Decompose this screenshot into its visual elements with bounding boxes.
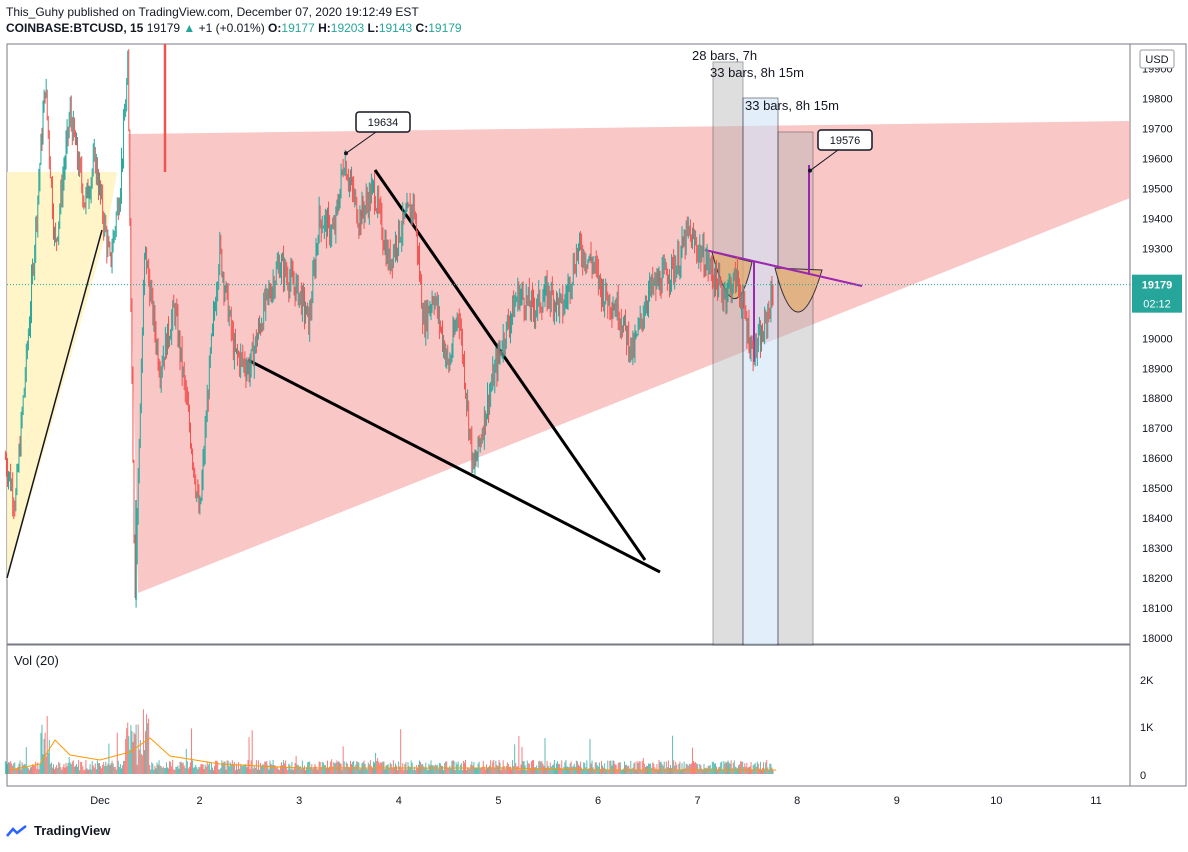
- high-label: H:: [318, 21, 331, 35]
- chart-header: This_Guhy published on TradingView.com, …: [6, 4, 462, 36]
- candles: [4, 44, 774, 608]
- change-value: +1 (+0.01%): [198, 21, 265, 35]
- falling-trendline-upper: [373, 169, 647, 561]
- target-callout-box: [817, 129, 873, 151]
- price-axis[interactable]: 1990019800197001960019500194001930019200…: [7, 49, 1182, 782]
- target-callout-dot: [808, 168, 812, 173]
- cup-left: [711, 251, 753, 299]
- time-tick: 11: [1090, 795, 1101, 807]
- currency-label: USD: [1145, 54, 1168, 66]
- volume-tick: 0: [1140, 770, 1146, 782]
- time-axis[interactable]: Dec 2 3 4 5 6 7 8 9 10 11: [90, 795, 1101, 807]
- price-tick: 19400: [1142, 213, 1173, 225]
- date-range-box-2: [742, 97, 779, 646]
- volume-label: Vol (20): [14, 653, 59, 668]
- time-tick: 8: [794, 795, 800, 807]
- time-tick: 6: [595, 795, 601, 807]
- change-arrow-icon: ▲: [183, 21, 196, 35]
- time-tick: 3: [296, 795, 302, 807]
- close-label: C:: [415, 21, 429, 35]
- target-callout-pointer: [809, 149, 839, 172]
- price-tick: 18400: [1142, 513, 1173, 525]
- time-tick: 9: [894, 795, 900, 807]
- tradingview-brand[interactable]: TradingView: [6, 823, 110, 838]
- time-tick: 7: [695, 795, 701, 807]
- target-callout-label: 19576: [830, 135, 861, 147]
- open-label: O:: [268, 21, 282, 35]
- price-tick: 18100: [1142, 603, 1173, 615]
- range-label-1: 28 bars, 7h: [692, 48, 757, 63]
- close-value: 19179: [428, 21, 462, 35]
- last-price-label: 19179: [1142, 280, 1173, 292]
- date-range-box-1: [712, 61, 744, 646]
- price-axis-area: [1129, 43, 1187, 787]
- price-tick: 19300: [1142, 243, 1173, 255]
- price-tick: 18500: [1142, 483, 1173, 495]
- price-tick: 18800: [1142, 393, 1173, 405]
- price-tick: 18300: [1142, 543, 1173, 555]
- open-value: 19177: [281, 21, 315, 35]
- volume-ma-line: [9, 737, 776, 771]
- volume-bars: Vol (20): [4, 653, 776, 774]
- chart-overlay: 19634 19576 28 bars, 7h 33 bars, 8h 15m 33 b…: [344, 48, 873, 173]
- time-tick: 10: [990, 795, 1002, 807]
- last-price-value: 19179: [146, 21, 181, 35]
- price-tick: 18700: [1142, 423, 1173, 435]
- brand-label: TradingView: [34, 823, 111, 838]
- time-tick: 2: [197, 795, 203, 807]
- range-label-2: 33 bars, 8h 15m: [710, 65, 804, 80]
- date-range-box-3: [777, 131, 814, 646]
- high-callout-box: [355, 111, 411, 133]
- time-tick: 4: [396, 795, 402, 807]
- volume-tick: 2K: [1140, 675, 1154, 687]
- neckline: [704, 249, 863, 287]
- high-callout-dot: [344, 151, 348, 156]
- range-label-3: 33 bars, 8h 15m: [745, 98, 839, 113]
- high-value: 19203: [330, 21, 365, 35]
- volume-tick: 1K: [1140, 722, 1154, 734]
- price-tick: 18200: [1142, 573, 1173, 585]
- volume-pane: [6, 644, 1131, 787]
- price-tick: 19700: [1142, 124, 1173, 136]
- publisher-line: This_Guhy published on TradingView.com, …: [6, 5, 419, 19]
- ohlc-line: COINBASE:BTCUSD, 15 19179 ▲ +1 (+0.01%) …: [6, 20, 462, 36]
- price-tick: 19000: [1142, 333, 1173, 345]
- tradingview-logo-icon: [6, 824, 27, 837]
- time-tick: Dec: [90, 795, 110, 807]
- low-label: L:: [367, 21, 379, 35]
- high-callout-pointer: [345, 131, 377, 154]
- last-price-badge: [1132, 274, 1182, 313]
- countdown-label: 02:12: [1143, 299, 1171, 311]
- wedge-support-line: [6, 229, 103, 579]
- price-tick: 18600: [1142, 453, 1173, 465]
- low-value: 19143: [378, 21, 413, 35]
- high-callout-label: 19634: [368, 117, 399, 129]
- falling-trendline-lower: [247, 358, 661, 574]
- price-tick: 19600: [1142, 153, 1173, 165]
- price-tick: 18900: [1142, 363, 1173, 375]
- symbol-label[interactable]: COINBASE:BTCUSD, 15: [6, 21, 144, 35]
- price-tick: 18000: [1142, 633, 1173, 645]
- time-tick: 5: [495, 795, 501, 807]
- price-tick: 19800: [1142, 94, 1173, 106]
- price-tick: 19500: [1142, 183, 1173, 195]
- currency-box: [1139, 49, 1175, 69]
